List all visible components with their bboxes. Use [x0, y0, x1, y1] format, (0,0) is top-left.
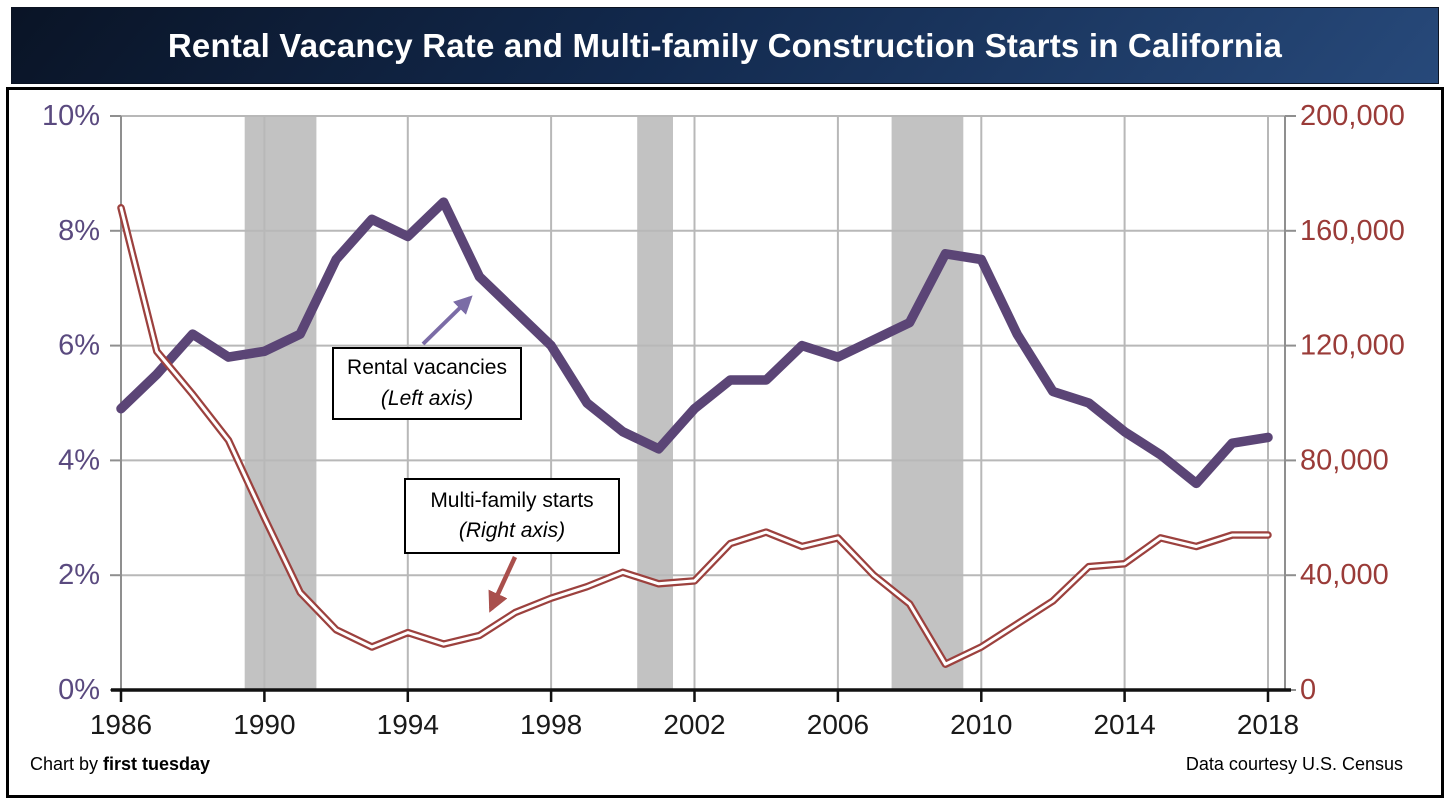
svg-text:120,000: 120,000 — [1300, 330, 1405, 362]
svg-text:2002: 2002 — [663, 709, 725, 740]
svg-text:1986: 1986 — [90, 709, 152, 740]
svg-text:0%: 0% — [58, 674, 100, 706]
x-axis — [111, 688, 1291, 702]
svg-text:80,000: 80,000 — [1300, 444, 1389, 476]
credit-chart-by: Chart by first tuesday — [30, 754, 210, 775]
annotation-rental-vacancies-axis: (Left axis) — [380, 386, 474, 410]
gridlines — [121, 115, 1285, 690]
rental-vacancies-arrow — [421, 295, 473, 346]
series-rental-vacancies — [116, 197, 1273, 489]
chart-svg: 0% 2% 4% 6% 8% 10% 0 40,000 80,000 120,000 160,000… — [42, 100, 1405, 740]
svg-text:2010: 2010 — [950, 709, 1012, 740]
multi-family-starts-arrow — [488, 556, 518, 613]
annotation-multi-family-starts: Multi-family starts (Right axis) — [404, 478, 620, 554]
chart-title-bar: Rental Vacancy Rate and Multi-family Con… — [11, 7, 1439, 84]
credit-data-source: Data courtesy U.S. Census — [1185, 754, 1403, 774]
credit-brand: first tuesday — [103, 754, 211, 774]
chart-frame: 0% 2% 4% 6% 8% 10% 0 40,000 80,000 120,000 160,000… — [6, 87, 1444, 798]
svg-text:4%: 4% — [58, 444, 100, 476]
right-axis-labels: 0 40,000 80,000 120,000 160,000 200,000 — [1300, 100, 1405, 706]
svg-text:1994: 1994 — [377, 709, 439, 740]
svg-text:1990: 1990 — [233, 709, 295, 740]
svg-text:2014: 2014 — [1093, 709, 1155, 740]
annotation-multi-family-starts-label: Multi-family starts — [430, 488, 594, 512]
credit-prefix: Chart by — [30, 754, 104, 774]
annotation-rental-vacancies: Rental vacancies (Left axis) — [332, 347, 522, 420]
svg-text:2018: 2018 — [1237, 709, 1299, 740]
svg-text:40,000: 40,000 — [1300, 559, 1389, 591]
svg-text:0: 0 — [1300, 674, 1316, 706]
page-title: Rental Vacancy Rate and Multi-family Con… — [167, 26, 1283, 64]
svg-text:1998: 1998 — [520, 709, 582, 740]
svg-text:160,000: 160,000 — [1300, 215, 1405, 247]
recession-bands — [244, 116, 964, 690]
annotation-rental-vacancies-label: Rental vacancies — [347, 356, 507, 380]
svg-text:8%: 8% — [58, 215, 100, 247]
x-axis-labels: 1986 1990 1994 1998 2002 2006 2010 2014 2018 — [90, 709, 1299, 740]
annotation-multi-family-starts-axis: (Right axis) — [458, 519, 566, 542]
svg-text:10%: 10% — [42, 100, 100, 132]
svg-text:6%: 6% — [58, 330, 100, 362]
svg-text:200,000: 200,000 — [1300, 100, 1405, 132]
svg-text:2006: 2006 — [807, 709, 869, 740]
svg-text:2%: 2% — [58, 559, 100, 591]
series-multi-family-starts-inner — [119, 206, 1270, 666]
left-axis-labels: 0% 2% 4% 6% 8% 10% — [42, 100, 100, 706]
